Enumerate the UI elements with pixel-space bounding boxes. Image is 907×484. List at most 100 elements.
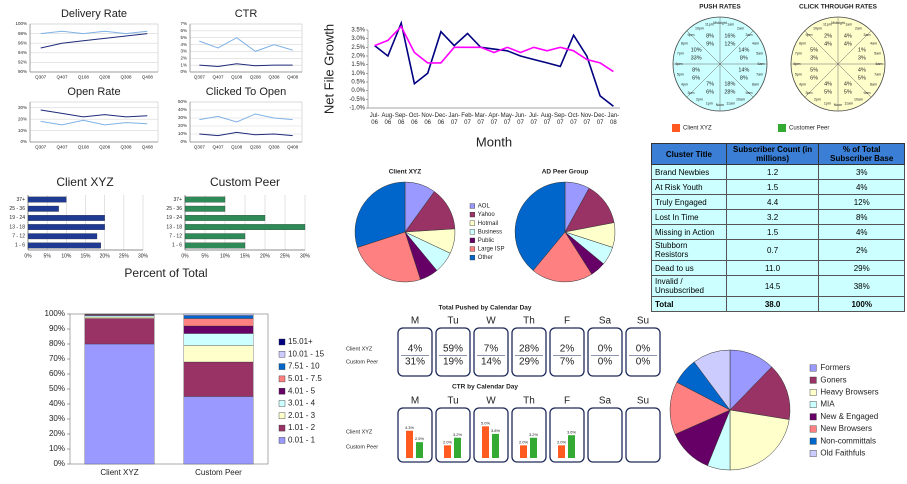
hour-label: 2am	[737, 26, 744, 30]
y-tick-label: 3%	[180, 49, 187, 54]
value-label: 4%	[844, 34, 852, 40]
x-tick-label: Jan-08	[608, 113, 620, 126]
hour-label: Noon	[716, 103, 725, 107]
y-tick-label: 4%	[180, 42, 187, 47]
hour-label: 8am	[870, 82, 877, 86]
x-tick-label: Jun-07	[515, 113, 527, 126]
chart-title: Client XYZ	[389, 169, 422, 176]
x-tick-label: Oct-07	[568, 113, 579, 126]
y-tick-label: 2%	[180, 55, 187, 60]
legend-swatch	[469, 220, 476, 226]
x-tick-label: Q108	[78, 75, 90, 80]
table-cell: Stubborn Resistors	[651, 239, 727, 261]
bar	[558, 445, 565, 458]
hour-label: 2pm	[814, 97, 821, 101]
hour-label: 1pm	[824, 102, 831, 106]
table-cell: 2%	[818, 239, 905, 261]
value-label: 5%	[810, 48, 818, 54]
hour-label: 4pm	[799, 82, 806, 86]
legend-swatch	[278, 388, 286, 395]
y-tick-label: 1%	[180, 62, 187, 67]
table-cell: 29%	[818, 260, 905, 276]
day-box	[473, 327, 509, 377]
value-label: 10%	[691, 48, 702, 54]
bar	[530, 437, 537, 458]
x-tick-label: 5%	[44, 253, 52, 259]
bar	[444, 445, 451, 458]
bar	[27, 205, 59, 212]
header-row: Cluster Title Subscriber Count (in millio…	[651, 143, 905, 165]
x-axis-label: Percent of Total	[124, 266, 207, 280]
y-tick-label: 0%	[180, 69, 187, 74]
chart-title: Total Pushed by Calendar Day	[438, 305, 531, 312]
y-tick-label: 96%	[18, 40, 27, 45]
y-tick-label: 30%	[178, 115, 187, 120]
y-tick-label: 40%	[49, 399, 65, 408]
x-tick-label: Custom Peer	[195, 468, 242, 477]
day-label: Th	[523, 316, 535, 327]
x-tick-label: 30%	[138, 253, 149, 259]
legend-swatch	[469, 203, 476, 209]
value-label: 7%	[484, 344, 499, 355]
table-cell: Lost In Time	[651, 209, 727, 225]
value-label: 6%	[706, 89, 714, 95]
bar	[27, 233, 98, 240]
legend-swatch	[278, 400, 286, 407]
x-tick-label: Nov-07	[581, 113, 594, 126]
bar-segment	[183, 318, 254, 327]
day-label: W	[486, 396, 496, 407]
x-tick-label: Q407	[56, 145, 68, 150]
y-tick-label: 5%	[180, 35, 187, 40]
y-tick-label: 2.5%	[351, 45, 365, 51]
value-label: 18%	[724, 81, 735, 87]
value-label: 8%	[740, 56, 748, 62]
x-tick-label: Q308	[120, 75, 132, 80]
x-axis-label: Month	[476, 134, 512, 149]
legend-swatch	[809, 364, 817, 372]
x-tick-label: 5%	[201, 253, 209, 259]
table-cell: 4%	[818, 179, 905, 195]
bar-segment	[183, 361, 254, 397]
y-tick-label: 20%	[18, 116, 27, 121]
hour-label: 9am	[745, 91, 752, 95]
y-tick-label: 94%	[18, 50, 27, 55]
series-line	[199, 131, 293, 137]
y-tick-label: 100%	[45, 309, 65, 318]
x-tick-label: Client XYZ	[100, 468, 138, 477]
y-tick-label: 0%	[20, 139, 27, 144]
y-tick-label: 90%	[49, 324, 65, 333]
x-tick-label: 10%	[61, 253, 72, 259]
plot-area	[189, 101, 303, 143]
table-cell: Truly Engaged	[651, 194, 727, 210]
value-label: 8%	[706, 34, 714, 40]
chart-title: CLICK THROUGH RATES	[799, 4, 878, 11]
legend-label: Yahoo	[478, 212, 496, 218]
legend-swatch	[809, 401, 817, 408]
y-tick-label: 10%	[49, 444, 65, 453]
hour-label: 5am	[874, 51, 881, 55]
y-tick-label: 60%	[49, 369, 65, 378]
y-tick-label: 1.0%	[351, 71, 365, 77]
day-label: Su	[637, 316, 649, 327]
hour-label: 6pm	[676, 62, 683, 66]
x-tick-label: Jan-07	[448, 113, 460, 126]
row-label: Client XYZ	[346, 346, 373, 352]
hour-label: 7pm	[677, 51, 684, 55]
pie-slice	[729, 409, 790, 471]
chart-title: CTR by Calendar Day	[452, 384, 518, 391]
legend-label: 1.01 - 2	[288, 423, 316, 432]
day-box	[549, 327, 585, 377]
series-line	[374, 25, 614, 73]
legend-label: 3.01 - 4	[288, 399, 316, 408]
table-cell: Dead to us	[651, 260, 727, 276]
value-label: 31%	[405, 357, 425, 368]
hour-label: 5am	[756, 51, 763, 55]
day-label: W	[486, 316, 496, 327]
x-tick-label: 15%	[240, 253, 251, 259]
legend-label: MIA	[820, 400, 835, 409]
value-label: 3%	[858, 56, 866, 62]
hour-label: 4am	[752, 41, 759, 45]
pie-slice	[532, 231, 593, 283]
